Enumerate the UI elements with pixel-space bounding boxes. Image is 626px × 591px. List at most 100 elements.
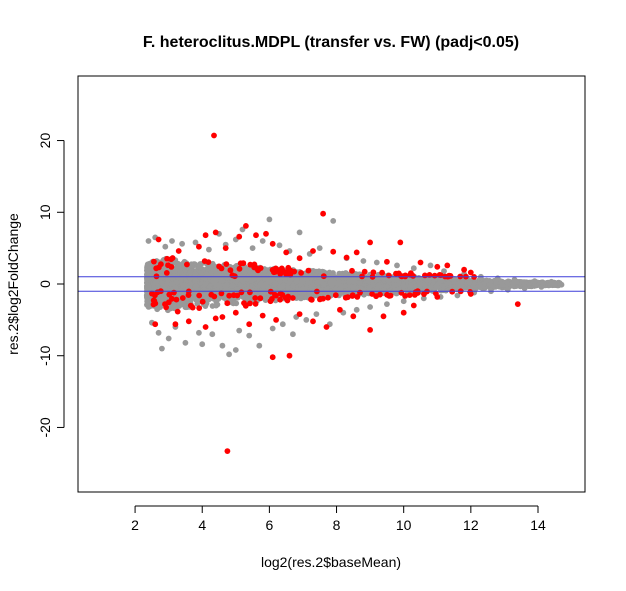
x-tick-label: 4 [198,517,206,533]
significant-point [467,289,473,295]
significant-point [349,293,356,299]
nonsignificant-point [296,229,303,236]
significant-point [226,292,233,299]
nonsignificant-point [483,277,490,284]
x-tick-label: 12 [463,517,479,533]
significant-point [165,299,172,306]
significant-point [386,293,393,299]
significant-point [202,324,209,330]
significant-point [332,292,339,299]
significant-point [384,258,390,265]
nonsignificant-point [370,282,377,288]
x-axis: 2 4 6 8 10 12 14 [131,505,546,533]
nonsignificant-point [180,282,187,289]
nonsignificant-point [206,246,212,253]
significant-point [514,301,521,307]
significant-point [397,239,404,246]
nonsignificant-point [229,282,236,289]
nonsignificant-point [160,265,167,272]
nonsignificant-point [360,258,367,264]
significant-point [172,321,179,328]
significant-point [400,309,407,316]
significant-point [398,273,404,279]
nonsignificant-point [548,278,555,285]
nonsignificant-point [224,274,231,281]
significant-point [283,249,290,256]
nonsignificant-point [299,286,306,293]
significant-point [370,269,377,276]
significant-point [212,229,219,236]
y-tick-label: 0 [37,280,53,288]
nonsignificant-point [155,329,162,336]
significant-point [247,289,253,296]
nonsignificant-point [494,275,501,282]
y-tick-label: 20 [37,133,53,149]
significant-point [289,295,296,301]
nonsignificant-point [162,243,169,250]
nonsignificant-point [327,279,333,286]
significant-point [323,324,330,330]
significant-point [393,270,399,277]
nonsignificant-point [367,304,373,310]
nonsignificant-point [173,279,180,286]
significant-point [223,261,230,267]
significant-point [263,230,269,237]
x-tick-label: 10 [396,517,412,533]
nonsignificant-point [243,276,250,282]
nonsignificant-point [256,275,262,281]
nonsignificant-point [175,263,182,269]
chart-title: F. heteroclitus.MDPL (transfer vs. FW) (… [143,34,519,51]
nonsignificant-point [356,280,363,286]
nonsignificant-point [447,284,454,290]
significant-point [252,300,259,307]
nonsignificant-point [342,270,349,277]
nonsignificant-point [240,293,246,300]
nonsignificant-point [226,351,233,358]
nonsignificant-point [182,266,188,273]
significant-point [444,262,451,269]
nonsignificant-point [204,272,211,279]
nonsignificant-point [538,284,545,290]
significant-point [337,306,343,313]
nonsignificant-point [287,276,294,283]
nonsignificant-point [193,283,199,290]
significant-point [184,261,190,268]
nonsignificant-point [276,242,283,249]
nonsignificant-point [504,286,511,293]
significant-point [238,289,245,296]
nonsignificant-point [420,295,427,302]
significant-point [229,272,236,279]
nonsignificant-point [281,276,288,283]
significant-point [354,294,361,300]
nonsignificant-point [313,311,320,317]
significant-point [461,266,467,273]
significant-point [406,292,413,298]
nonsignificant-point [272,280,279,287]
significant-point [296,255,303,262]
significant-point [273,292,279,299]
nonsignificant-point [466,279,473,286]
nonsignificant-point [417,283,423,289]
nonsignificant-point [171,303,177,310]
significant-point [277,296,283,303]
significant-point [196,292,203,299]
nonsignificant-point [454,292,461,299]
nonsignificant-point [194,300,201,307]
nonsignificant-point [477,283,484,290]
significant-point [166,291,173,298]
nonsignificant-point [265,275,272,282]
significant-point [153,265,160,272]
nonsignificant-point [202,281,209,287]
significant-point [296,311,303,317]
nonsignificant-point [165,335,172,342]
nonsignificant-point [280,283,286,290]
nonsignificant-point [192,271,199,277]
nonsignificant-point [407,282,414,289]
significant-point [407,271,414,278]
significant-point [379,269,385,276]
nonsignificant-point [159,280,166,287]
significant-point [310,248,316,254]
nonsignificant-point [384,301,390,307]
significant-point [259,312,266,319]
